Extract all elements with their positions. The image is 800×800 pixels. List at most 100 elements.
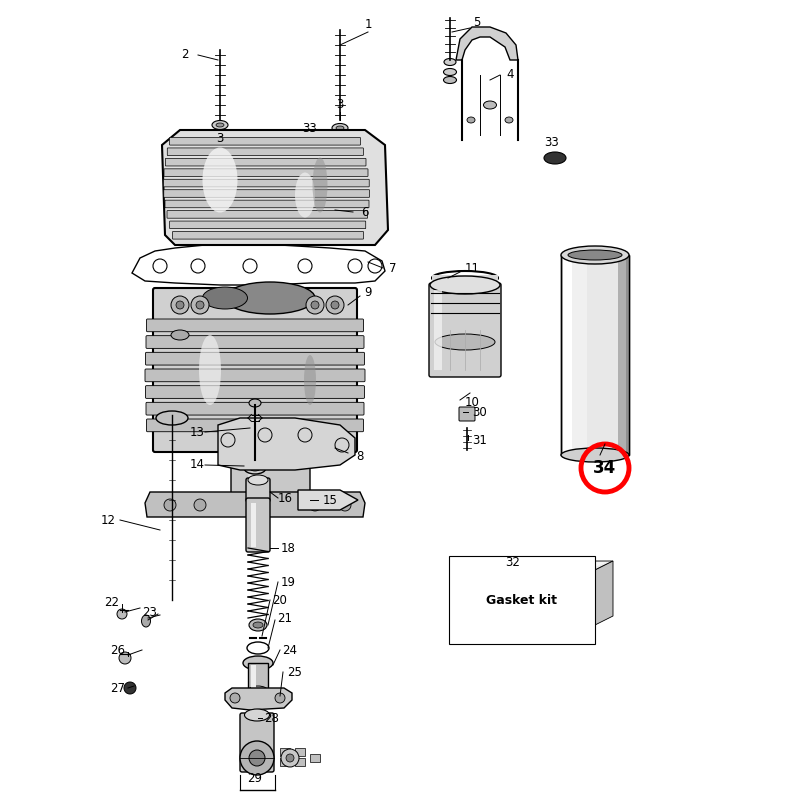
Text: 22: 22 [105, 595, 119, 609]
Ellipse shape [430, 276, 500, 294]
Text: 20: 20 [273, 594, 287, 606]
Circle shape [230, 693, 240, 703]
Ellipse shape [247, 452, 259, 482]
Bar [280, 748, 290, 756]
Bar [295, 758, 305, 766]
Ellipse shape [568, 250, 622, 260]
Text: 14: 14 [190, 458, 205, 471]
Bar [626, 257, 629, 453]
Text: 34: 34 [594, 459, 617, 477]
Bar [251, 503, 256, 547]
Text: 8: 8 [356, 450, 364, 462]
Circle shape [124, 682, 136, 694]
Text: 21: 21 [278, 611, 293, 625]
Ellipse shape [435, 334, 495, 350]
Ellipse shape [142, 615, 150, 627]
FancyBboxPatch shape [170, 221, 366, 229]
Text: 12: 12 [101, 514, 115, 526]
Text: 33: 33 [545, 135, 559, 149]
Circle shape [281, 749, 299, 767]
Circle shape [331, 301, 339, 309]
Text: 33: 33 [302, 122, 318, 134]
Text: 18: 18 [281, 542, 295, 554]
FancyBboxPatch shape [146, 386, 365, 398]
Ellipse shape [505, 117, 513, 123]
Text: 24: 24 [282, 643, 298, 657]
FancyBboxPatch shape [459, 407, 475, 421]
Text: 25: 25 [287, 666, 302, 678]
Text: 5: 5 [474, 15, 481, 29]
Ellipse shape [225, 282, 315, 314]
FancyBboxPatch shape [146, 352, 365, 365]
Ellipse shape [244, 462, 266, 474]
Circle shape [306, 296, 324, 314]
Ellipse shape [243, 656, 273, 670]
Text: 28: 28 [265, 711, 279, 725]
Text: 9: 9 [364, 286, 372, 298]
Text: 4: 4 [506, 69, 514, 82]
FancyBboxPatch shape [163, 179, 370, 187]
FancyBboxPatch shape [164, 190, 370, 198]
Polygon shape [218, 418, 355, 470]
FancyBboxPatch shape [146, 336, 364, 348]
Text: 27: 27 [110, 682, 126, 694]
Bar [561, 255, 629, 455]
Ellipse shape [444, 58, 456, 66]
Text: 11: 11 [465, 262, 479, 274]
Ellipse shape [212, 121, 228, 130]
Bar [561, 255, 629, 455]
Polygon shape [456, 27, 518, 60]
Ellipse shape [248, 475, 268, 485]
Ellipse shape [202, 287, 247, 309]
Polygon shape [225, 688, 292, 710]
Polygon shape [162, 130, 388, 245]
Ellipse shape [202, 147, 238, 213]
Circle shape [249, 750, 265, 766]
Bar [563, 257, 572, 453]
FancyBboxPatch shape [167, 148, 363, 155]
Ellipse shape [467, 117, 475, 123]
Text: 16: 16 [278, 491, 293, 505]
Ellipse shape [253, 622, 263, 628]
Text: 3: 3 [336, 98, 344, 111]
Ellipse shape [156, 411, 188, 425]
FancyBboxPatch shape [166, 158, 366, 166]
Ellipse shape [443, 69, 457, 75]
Ellipse shape [483, 101, 497, 109]
Ellipse shape [561, 246, 629, 264]
Ellipse shape [247, 763, 267, 773]
Text: 1: 1 [364, 18, 372, 31]
Circle shape [191, 296, 209, 314]
Text: 30: 30 [473, 406, 487, 418]
Ellipse shape [332, 123, 348, 133]
Ellipse shape [216, 123, 224, 127]
Text: 7: 7 [390, 262, 397, 274]
FancyBboxPatch shape [145, 369, 365, 382]
Text: 6: 6 [362, 206, 369, 218]
Circle shape [171, 296, 189, 314]
Bar [280, 758, 290, 766]
Text: 15: 15 [322, 494, 338, 506]
FancyBboxPatch shape [429, 283, 501, 377]
Bar [248, 663, 268, 691]
FancyBboxPatch shape [164, 169, 368, 177]
Ellipse shape [171, 330, 189, 340]
Polygon shape [450, 561, 613, 570]
Text: 31: 31 [473, 434, 487, 446]
FancyBboxPatch shape [240, 713, 274, 772]
FancyBboxPatch shape [246, 478, 270, 502]
Ellipse shape [199, 335, 221, 405]
Polygon shape [450, 570, 595, 625]
FancyBboxPatch shape [165, 200, 369, 208]
FancyBboxPatch shape [167, 210, 368, 218]
Ellipse shape [249, 399, 261, 407]
Circle shape [176, 301, 184, 309]
Ellipse shape [248, 686, 268, 696]
Bar [432, 303, 498, 309]
Circle shape [164, 499, 176, 511]
Text: 19: 19 [281, 575, 295, 589]
FancyBboxPatch shape [246, 498, 270, 552]
Bar [434, 290, 442, 370]
Ellipse shape [250, 465, 261, 471]
Text: 10: 10 [465, 395, 479, 409]
